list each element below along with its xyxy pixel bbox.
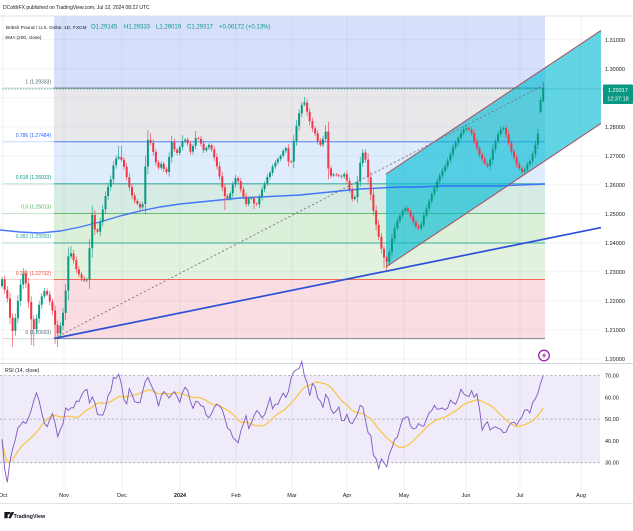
- svg-text:SMA (200, close): SMA (200, close): [5, 35, 42, 41]
- svg-text:1.27000: 1.27000: [605, 154, 625, 160]
- svg-text:DCottlrFX published on Trading: DCottlrFX published on TradingView.com, …: [3, 5, 150, 11]
- svg-text:1.31000: 1.31000: [605, 38, 625, 44]
- svg-text:1.21000: 1.21000: [605, 328, 625, 334]
- svg-text:1.25000: 1.25000: [605, 212, 625, 218]
- svg-text:2024: 2024: [174, 493, 187, 499]
- svg-text:Oct: Oct: [0, 493, 8, 499]
- svg-text:70.00: 70.00: [605, 374, 619, 380]
- svg-text:British Pound / U.S. Dollar, 1: British Pound / U.S. Dollar, 1D, FXCM: [6, 25, 87, 31]
- svg-text:1.20000: 1.20000: [605, 357, 625, 363]
- svg-text:0.618 (1.26033): 0.618 (1.26033): [16, 175, 52, 181]
- svg-text:0.5 (1.25013): 0.5 (1.25013): [21, 205, 51, 211]
- svg-text:Jun: Jun: [462, 493, 471, 499]
- svg-text:0.786 (1.27484): 0.786 (1.27484): [16, 133, 52, 139]
- svg-text:12:37:18: 12:37:18: [607, 97, 628, 103]
- svg-text:1.30000: 1.30000: [605, 67, 625, 73]
- svg-text:Feb: Feb: [231, 493, 240, 499]
- svg-text:1.26000: 1.26000: [605, 183, 625, 189]
- svg-text:1.24000: 1.24000: [605, 241, 625, 247]
- svg-text:TradingView: TradingView: [14, 514, 46, 520]
- svg-text:1.29317: 1.29317: [608, 88, 628, 94]
- svg-text:Mar: Mar: [287, 493, 297, 499]
- svg-text:0 (1.20693): 0 (1.20693): [25, 330, 51, 336]
- svg-text:0.382 (1.23993): 0.382 (1.23993): [16, 234, 52, 240]
- svg-text:60.00: 60.00: [605, 395, 619, 401]
- svg-text:Aug: Aug: [576, 493, 586, 499]
- svg-text:RSI (14, close): RSI (14, close): [5, 368, 40, 374]
- svg-text:Apr: Apr: [343, 493, 352, 499]
- svg-text:1.28000: 1.28000: [605, 125, 625, 131]
- svg-text:40.00: 40.00: [605, 439, 619, 445]
- svg-text:0.236 (1.22732): 0.236 (1.22732): [16, 271, 52, 277]
- svg-text:1.22000: 1.22000: [605, 299, 625, 305]
- svg-text:Jul: Jul: [516, 493, 523, 499]
- svg-text:1.23000: 1.23000: [605, 270, 625, 276]
- svg-text:Nov: Nov: [59, 493, 69, 499]
- svg-text:50.00: 50.00: [605, 417, 619, 423]
- svg-text:30.00: 30.00: [605, 461, 619, 467]
- svg-text:1 (1.29333): 1 (1.29333): [25, 79, 51, 85]
- svg-text:May: May: [399, 493, 410, 499]
- svg-text:Dec: Dec: [117, 493, 127, 499]
